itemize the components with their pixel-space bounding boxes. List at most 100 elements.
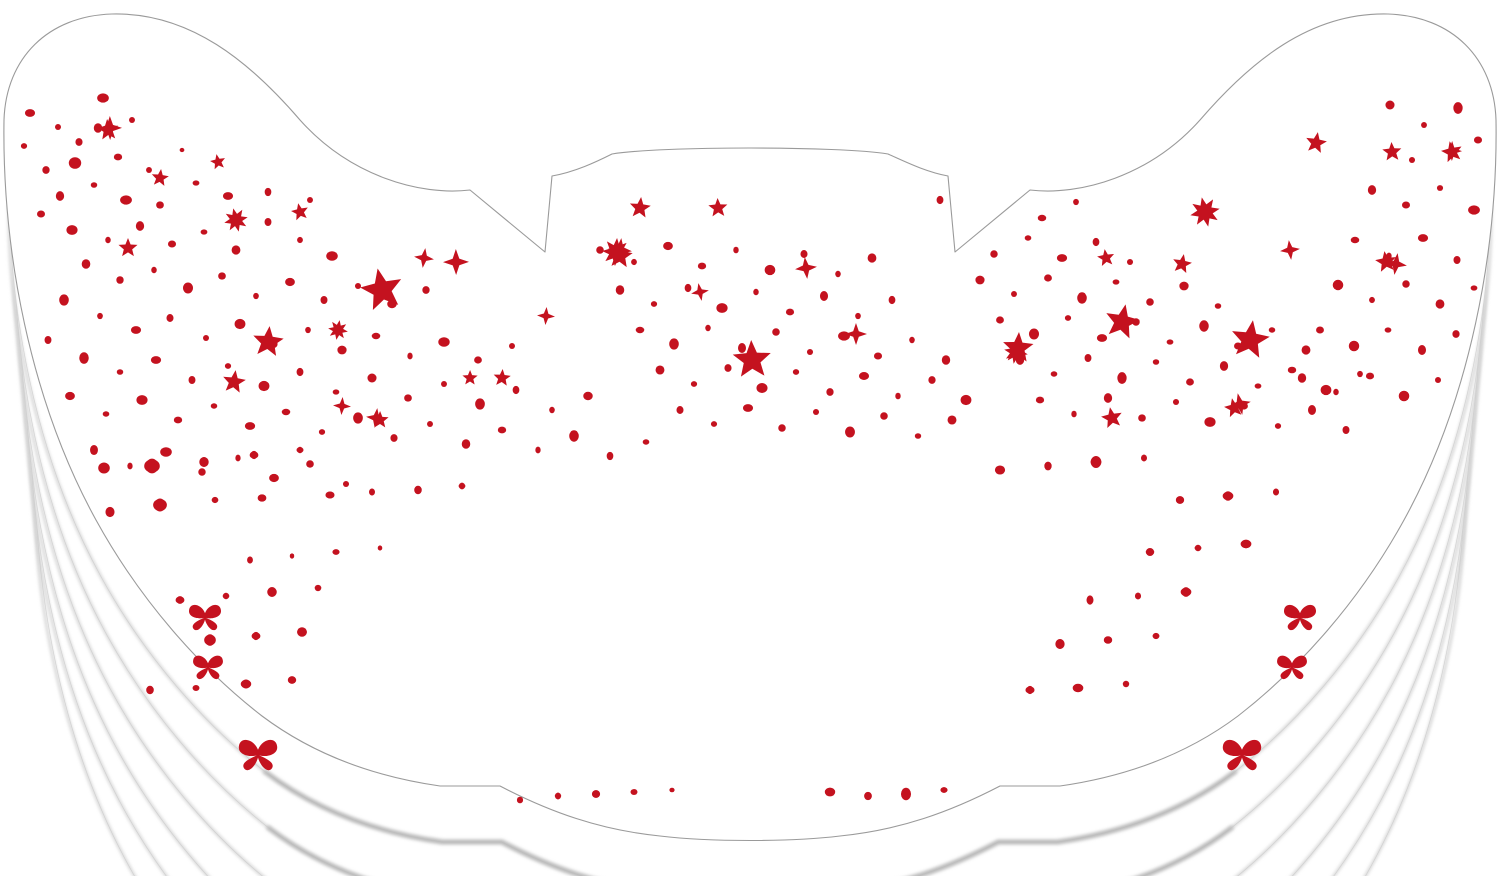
print-dot bbox=[307, 197, 313, 203]
print-dot bbox=[756, 383, 767, 393]
print-dot bbox=[880, 412, 888, 419]
print-dot bbox=[961, 395, 972, 405]
print-fleck bbox=[669, 788, 674, 792]
print-dot bbox=[326, 251, 338, 260]
print-dot bbox=[422, 286, 429, 294]
print-dot bbox=[616, 285, 625, 294]
print-dot bbox=[845, 426, 855, 437]
print-dot bbox=[91, 182, 97, 188]
print-dot bbox=[305, 327, 311, 333]
print-dot bbox=[1468, 205, 1480, 214]
print-dot bbox=[97, 93, 109, 102]
print-dot bbox=[1085, 354, 1092, 362]
print-dot bbox=[120, 195, 132, 204]
print-dot bbox=[772, 328, 780, 335]
print-fleck bbox=[252, 632, 261, 639]
print-fleck bbox=[1135, 593, 1141, 600]
print-dot bbox=[343, 481, 349, 487]
print-fleck bbox=[98, 463, 110, 474]
print-dot bbox=[297, 368, 304, 376]
print-dot bbox=[37, 211, 45, 218]
print-dot bbox=[1349, 341, 1359, 352]
print-dot bbox=[928, 376, 935, 384]
print-dot bbox=[265, 188, 272, 196]
print-fleck bbox=[1055, 639, 1064, 649]
print-fleck bbox=[267, 587, 276, 597]
print-dot bbox=[569, 430, 579, 441]
print-dot bbox=[25, 109, 35, 117]
print-dot bbox=[55, 124, 61, 130]
print-dot bbox=[724, 364, 731, 372]
print-fleck bbox=[940, 787, 947, 793]
print-fleck bbox=[1044, 462, 1051, 471]
print-fleck bbox=[176, 596, 185, 603]
print-dot bbox=[232, 245, 241, 254]
print-dot bbox=[235, 455, 240, 462]
print-dot bbox=[1025, 235, 1032, 240]
print-dot bbox=[103, 411, 110, 416]
print-dot bbox=[607, 452, 614, 460]
print-dot bbox=[223, 192, 233, 200]
print-fleck bbox=[1146, 548, 1154, 556]
print-dot bbox=[1071, 411, 1076, 418]
print-dot bbox=[743, 404, 753, 412]
print-dot bbox=[282, 409, 291, 416]
print-dot bbox=[1435, 377, 1441, 383]
print-dot bbox=[1385, 101, 1394, 110]
print-fleck bbox=[369, 489, 375, 496]
print-dot bbox=[390, 434, 397, 442]
print-dot bbox=[1302, 345, 1311, 354]
print-fleck bbox=[204, 635, 216, 646]
print-dot bbox=[1036, 397, 1044, 404]
print-dot bbox=[168, 241, 176, 248]
print-dot bbox=[1308, 405, 1316, 415]
print-dot bbox=[1385, 327, 1392, 332]
print-dot bbox=[151, 267, 156, 274]
print-fleck bbox=[105, 507, 114, 517]
print-dot bbox=[1288, 367, 1296, 374]
print-dot bbox=[1255, 383, 1262, 388]
print-dot bbox=[1220, 361, 1228, 371]
print-dot bbox=[716, 303, 727, 313]
print-fleck bbox=[199, 457, 208, 467]
print-dot bbox=[1215, 303, 1221, 309]
print-dot bbox=[321, 296, 328, 304]
print-fleck bbox=[1123, 681, 1129, 687]
print-dot bbox=[333, 389, 340, 394]
print-dot bbox=[306, 460, 314, 467]
print-dot bbox=[69, 157, 81, 169]
print-dot bbox=[136, 395, 147, 405]
print-dot bbox=[475, 398, 485, 409]
print-dot bbox=[1436, 299, 1445, 308]
print-dot bbox=[189, 376, 196, 384]
print-dot bbox=[1004, 193, 1012, 203]
print-fleck bbox=[1195, 545, 1201, 551]
print-fleck bbox=[193, 685, 200, 691]
print-dot bbox=[42, 166, 49, 174]
print-fleck bbox=[241, 680, 252, 689]
print-dot bbox=[711, 421, 717, 427]
print-dot bbox=[663, 242, 673, 250]
print-dot bbox=[59, 294, 69, 305]
print-dot bbox=[1093, 238, 1100, 246]
print-dot bbox=[116, 276, 123, 284]
print-dot bbox=[174, 417, 182, 424]
print-dot bbox=[636, 327, 645, 333]
print-dot bbox=[738, 343, 746, 353]
print-dot bbox=[253, 293, 259, 299]
print-fleck bbox=[1241, 540, 1252, 548]
print-dot bbox=[438, 337, 449, 347]
print-fleck bbox=[1153, 633, 1160, 639]
print-fleck bbox=[864, 792, 872, 800]
print-dot bbox=[201, 229, 208, 234]
print-dot bbox=[1173, 399, 1179, 405]
print-fleck bbox=[223, 593, 230, 599]
print-dot bbox=[129, 117, 135, 123]
print-fleck bbox=[378, 545, 383, 550]
print-dot bbox=[955, 235, 966, 245]
print-fleck bbox=[212, 497, 219, 503]
print-dot bbox=[193, 180, 200, 185]
print-dot bbox=[820, 291, 828, 301]
print-dot bbox=[1357, 371, 1363, 377]
print-dot bbox=[90, 445, 98, 455]
